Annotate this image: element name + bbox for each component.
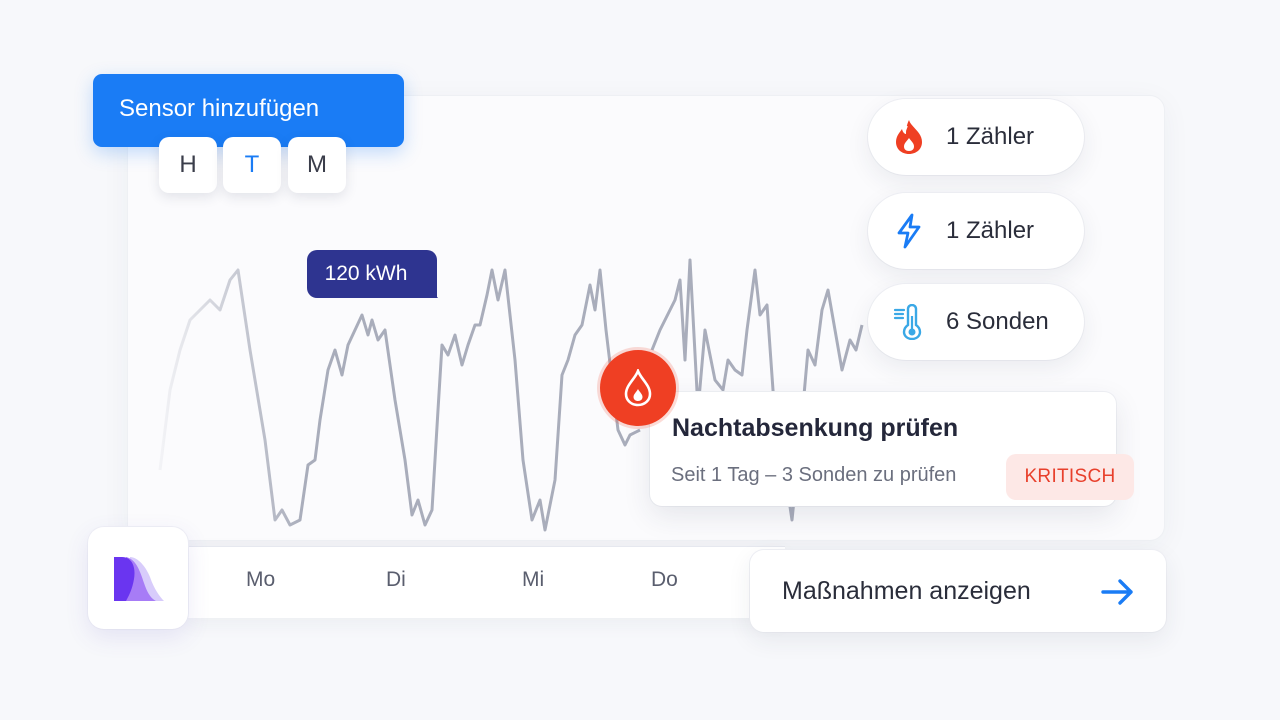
range-button-month[interactable]: M [288, 137, 346, 193]
meter-gas-label: 1 Zähler [946, 123, 1035, 150]
add-sensor-button[interactable]: Sensor hinzufügen [93, 74, 404, 147]
lightning-icon [892, 213, 926, 249]
alert-subtitle: Seit 1 Tag – 3 Sonden zu prüfen [671, 464, 957, 486]
range-button-hour[interactable]: H [159, 137, 217, 193]
show-actions-label: Maßnahmen anzeigen [782, 577, 1031, 605]
x-axis-label-di: Di [386, 568, 406, 591]
range-button-day[interactable]: T [223, 137, 281, 193]
meter-power-pill[interactable]: 1 Zähler [868, 193, 1084, 269]
alert-card[interactable]: Nachtabsenkung prüfen Seit 1 Tag – 3 Son… [650, 392, 1134, 506]
alert-title: Nachtabsenkung prüfen [672, 414, 959, 442]
probe-label: 6 Sonden [946, 308, 1049, 335]
app-logo [88, 527, 188, 629]
x-axis-label-do: Do [651, 568, 678, 591]
chart-line [158, 258, 864, 532]
logo-icon [114, 557, 164, 601]
meter-power-label: 1 Zähler [946, 217, 1035, 244]
show-actions-button[interactable]: Maßnahmen anzeigen [750, 550, 1166, 632]
energy-line-chart [150, 230, 910, 540]
x-axis-label-mi: Mi [522, 568, 545, 591]
meter-gas-pill[interactable]: 1 Zähler [868, 99, 1084, 175]
flame-icon [892, 120, 926, 154]
chart-value-tooltip: 120 kWh [307, 250, 438, 298]
drop-icon [624, 369, 652, 407]
status-badge: KRITISCH [1006, 454, 1134, 500]
thermometer-icon [892, 304, 926, 340]
alert-icon-circle [600, 350, 676, 426]
arrow-right-icon [1100, 577, 1136, 612]
probe-pill[interactable]: 6 Sonden [868, 284, 1084, 360]
x-axis-label-mo: Mo [246, 568, 276, 591]
x-axis-bar [185, 546, 785, 618]
